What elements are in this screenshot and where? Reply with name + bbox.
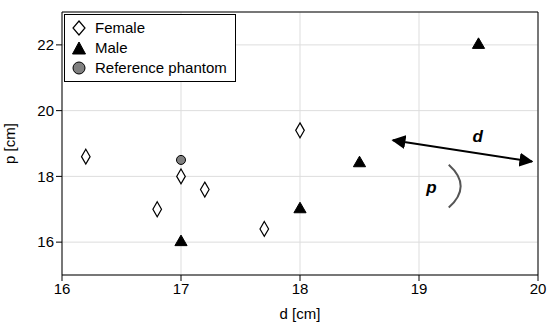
svg-text:16: 16 [54,280,71,297]
svg-text:20: 20 [530,280,547,297]
svg-text:19: 19 [411,280,428,297]
html-text:Reference phantom: Reference phantom [95,59,227,76]
svg-text:d: d [473,127,484,146]
html-text:Male: Male [95,39,128,56]
svg-text:p [cm]: p [cm] [1,123,18,164]
svg-text:20: 20 [37,102,54,119]
html-text:Female: Female [95,19,145,36]
svg-text:p: p [425,178,436,197]
svg-text:22: 22 [37,36,54,53]
svg-text:17: 17 [173,280,190,297]
svg-text:18: 18 [292,280,309,297]
svg-text:18: 18 [37,168,54,185]
svg-text:d [cm]: d [cm] [280,305,321,322]
svg-text:16: 16 [37,233,54,250]
